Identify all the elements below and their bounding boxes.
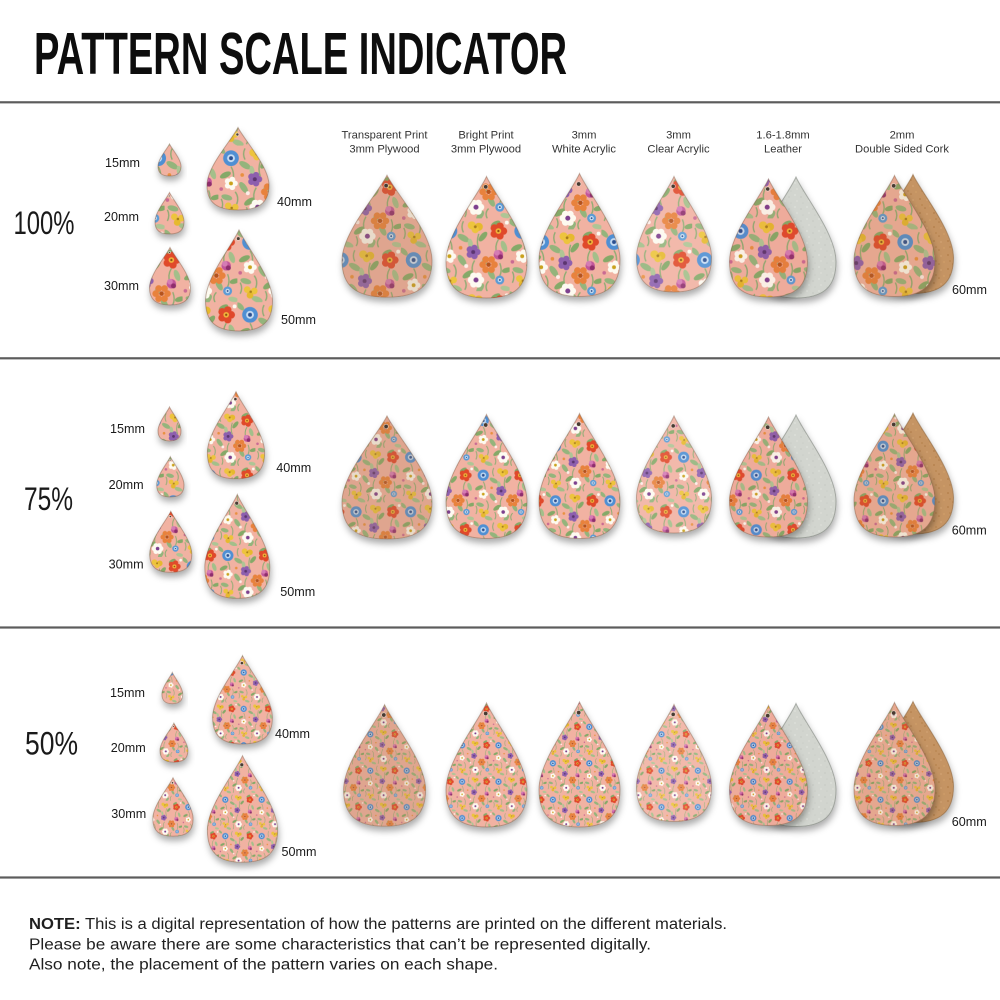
svg-text:3mm Plywood: 3mm Plywood xyxy=(349,144,419,156)
svg-text:Also note, the placement of th: Also note, the placement of the pattern … xyxy=(29,957,498,974)
svg-text:40mm: 40mm xyxy=(277,194,312,209)
svg-text:50%: 50% xyxy=(25,726,78,762)
svg-text:75%: 75% xyxy=(24,481,73,517)
svg-text:50mm: 50mm xyxy=(280,584,315,599)
svg-text:50mm: 50mm xyxy=(281,312,316,327)
svg-text:15mm: 15mm xyxy=(110,421,145,436)
svg-text:Please be aware there are some: Please be aware there are some character… xyxy=(29,937,651,954)
svg-text:15mm: 15mm xyxy=(105,155,140,170)
svg-text:3mm: 3mm xyxy=(572,130,597,142)
svg-text:2mm: 2mm xyxy=(890,130,915,142)
svg-text:40mm: 40mm xyxy=(276,460,311,475)
svg-text:40mm: 40mm xyxy=(275,726,310,741)
svg-text:PATTERN SCALE INDICATOR: PATTERN SCALE INDICATOR xyxy=(34,21,567,87)
svg-text:100%: 100% xyxy=(14,205,75,241)
svg-text:1.6-1.8mm: 1.6-1.8mm xyxy=(756,130,809,142)
svg-text:30mm: 30mm xyxy=(104,278,139,293)
svg-text:60mm: 60mm xyxy=(952,523,987,538)
svg-text:15mm: 15mm xyxy=(110,685,145,700)
svg-text:20mm: 20mm xyxy=(111,740,146,755)
svg-text:NOTE: This is a digital repres: NOTE: This is a digital representation o… xyxy=(29,916,727,933)
svg-text:Leather: Leather xyxy=(764,144,802,156)
svg-text:White Acrylic: White Acrylic xyxy=(552,144,616,156)
svg-text:30mm: 30mm xyxy=(111,806,146,821)
svg-text:Transparent Print: Transparent Print xyxy=(341,130,428,142)
svg-text:Bright Print: Bright Print xyxy=(458,130,514,142)
svg-text:20mm: 20mm xyxy=(104,209,139,224)
svg-text:3mm: 3mm xyxy=(666,130,691,142)
svg-text:50mm: 50mm xyxy=(282,844,317,859)
svg-text:30mm: 30mm xyxy=(109,557,144,572)
svg-text:20mm: 20mm xyxy=(109,477,144,492)
svg-text:3mm Plywood: 3mm Plywood xyxy=(451,144,521,156)
svg-text:Clear Acrylic: Clear Acrylic xyxy=(647,144,710,156)
svg-text:60mm: 60mm xyxy=(952,282,987,297)
svg-text:Double Sided Cork: Double Sided Cork xyxy=(855,144,949,156)
svg-text:60mm: 60mm xyxy=(952,814,987,829)
